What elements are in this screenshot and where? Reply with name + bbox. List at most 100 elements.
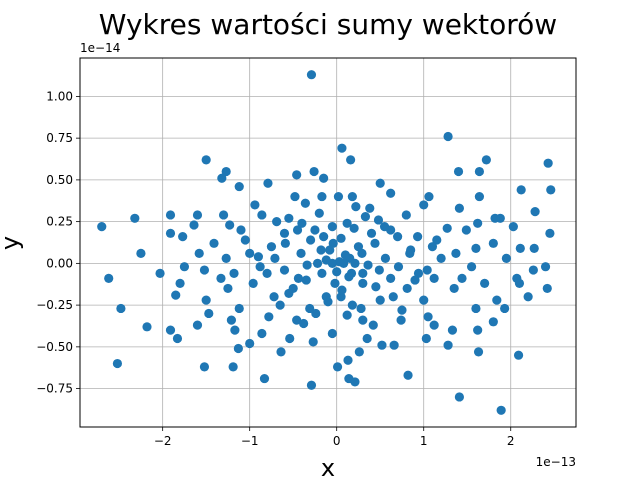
data-point xyxy=(358,315,368,325)
data-point xyxy=(165,325,176,335)
data-point xyxy=(419,200,429,210)
data-point xyxy=(353,242,364,252)
data-point xyxy=(321,292,331,302)
data-point xyxy=(97,222,107,232)
data-point xyxy=(442,223,452,233)
data-point xyxy=(371,282,381,292)
data-point xyxy=(386,273,396,283)
data-point xyxy=(443,131,453,142)
x-tick-label: 2 xyxy=(507,434,515,448)
data-point xyxy=(386,188,396,198)
data-point xyxy=(112,358,123,369)
x-scale-label: 1e−13 xyxy=(536,455,576,469)
y-tick-label: 0.50 xyxy=(46,173,73,187)
data-point xyxy=(403,370,413,380)
data-point xyxy=(234,181,244,192)
data-point xyxy=(342,310,352,320)
data-point xyxy=(339,258,349,268)
data-point xyxy=(490,213,500,223)
data-point xyxy=(336,292,346,302)
data-point xyxy=(523,292,533,302)
data-point xyxy=(432,235,442,245)
data-point xyxy=(336,233,346,243)
data-point xyxy=(316,245,326,255)
data-point xyxy=(178,232,188,242)
data-point xyxy=(471,243,481,253)
data-point xyxy=(230,325,240,335)
data-point xyxy=(436,253,446,263)
data-point xyxy=(165,228,176,238)
data-point xyxy=(229,268,239,278)
data-point xyxy=(515,243,525,253)
data-point xyxy=(204,308,214,319)
data-point xyxy=(393,262,404,272)
data-point xyxy=(209,238,219,248)
data-point xyxy=(488,238,498,248)
data-point xyxy=(401,210,411,220)
data-point xyxy=(410,275,420,285)
data-point xyxy=(171,290,181,300)
data-point xyxy=(136,248,146,258)
data-point xyxy=(104,273,114,283)
y-tick-label: 0.00 xyxy=(46,256,73,270)
data-point xyxy=(332,362,343,372)
data-point xyxy=(317,191,327,202)
data-point xyxy=(199,265,210,275)
data-point xyxy=(285,333,295,344)
data-point xyxy=(226,315,237,325)
data-point xyxy=(306,380,317,390)
data-point xyxy=(360,212,371,222)
data-point xyxy=(466,262,477,272)
data-point xyxy=(279,265,290,275)
x-axis-ticks: −2 −1 0 1 2 xyxy=(154,427,515,448)
data-point xyxy=(481,155,491,165)
y-tick-label: −0.25 xyxy=(36,298,73,312)
data-point xyxy=(397,305,407,315)
data-point xyxy=(344,272,354,282)
data-point xyxy=(175,278,185,289)
data-point xyxy=(262,268,272,278)
data-point xyxy=(362,333,372,344)
data-point xyxy=(337,285,347,295)
data-point xyxy=(201,295,211,305)
data-point xyxy=(473,218,483,228)
data-point xyxy=(451,248,461,258)
data-point xyxy=(342,218,352,228)
data-point xyxy=(264,312,274,322)
data-point xyxy=(221,253,231,263)
data-point xyxy=(305,303,315,314)
data-point xyxy=(317,268,327,278)
data-point xyxy=(396,315,406,325)
data-point xyxy=(223,283,233,294)
data-point xyxy=(402,283,412,294)
data-point xyxy=(292,170,302,180)
data-point xyxy=(388,292,398,302)
data-point xyxy=(529,243,539,253)
data-point xyxy=(284,213,294,223)
data-point xyxy=(311,308,321,319)
data-point xyxy=(250,200,260,210)
data-point xyxy=(350,377,360,387)
data-point xyxy=(488,317,498,327)
data-point xyxy=(155,268,165,278)
data-point xyxy=(312,258,323,268)
data-point xyxy=(240,235,250,245)
data-point xyxy=(540,262,551,272)
data-point xyxy=(201,155,211,165)
data-point xyxy=(375,295,385,305)
data-point xyxy=(375,178,385,188)
data-point xyxy=(280,238,290,248)
data-point xyxy=(501,253,511,263)
data-point xyxy=(349,223,359,233)
data-point xyxy=(508,222,518,232)
data-point xyxy=(172,333,183,344)
data-point xyxy=(496,405,506,415)
data-point xyxy=(471,303,481,314)
data-point xyxy=(217,173,227,183)
data-point xyxy=(333,191,344,202)
data-point xyxy=(453,166,464,177)
data-point xyxy=(514,278,525,289)
data-point xyxy=(179,262,190,272)
y-axis-label: y xyxy=(0,236,24,250)
data-point xyxy=(305,235,316,245)
